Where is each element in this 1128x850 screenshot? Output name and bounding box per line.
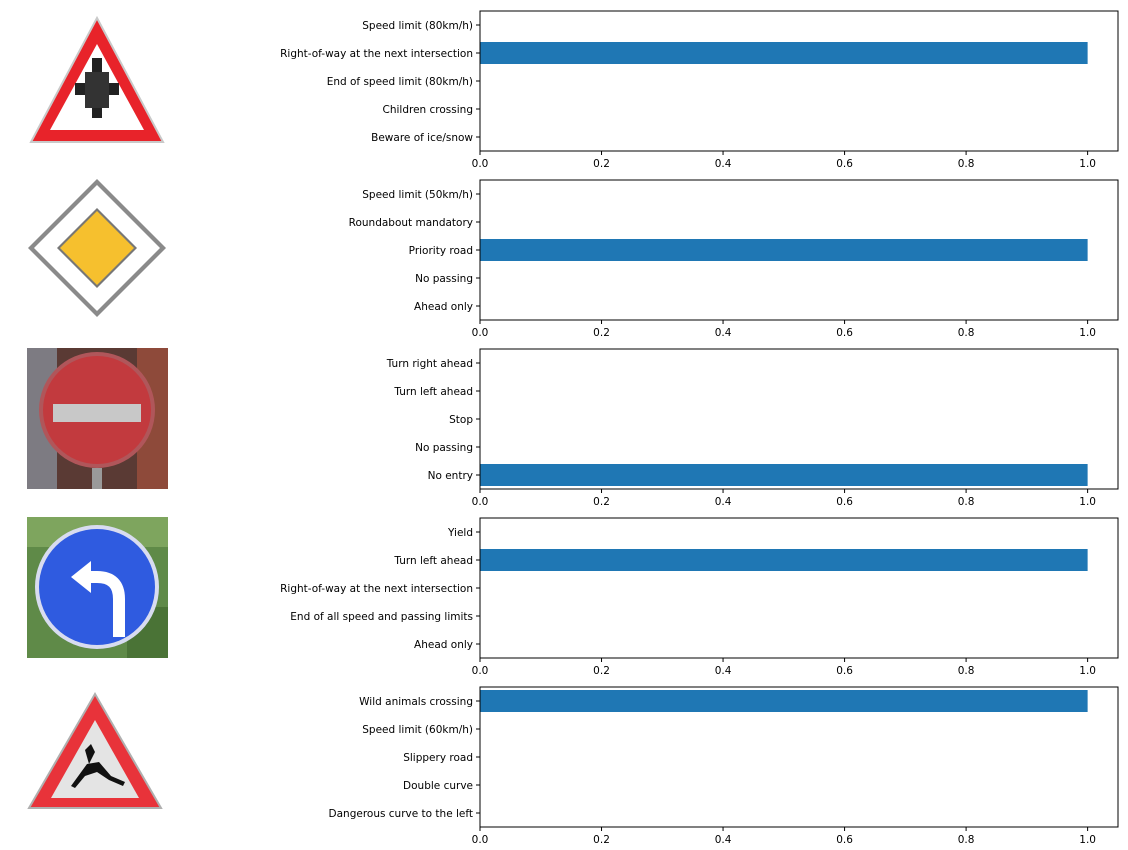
y-tick-label-5: Beware of ice/snow — [371, 132, 473, 144]
x-tick-label-6: 1.0 — [1079, 834, 1096, 845]
y-tick-label-5: Ahead only — [414, 301, 473, 313]
y-tick-label-4: Double curve — [403, 780, 473, 792]
x-tick-label-6: 1.0 — [1079, 327, 1096, 338]
prediction-row-4: Yield Turn left ahead Right-of-way at the … — [0, 507, 1128, 676]
y-tick-label-1: Yield — [447, 527, 473, 539]
y-tick-label-4: End of all speed and passing limits — [290, 611, 473, 623]
prediction-row-2: Speed limit (50km/h) Roundabout mandatory… — [0, 169, 1128, 338]
axes-frame — [479, 179, 1119, 321]
y-tick-label-4: No passing — [415, 273, 473, 285]
y-tick-label-3: Priority road — [409, 245, 473, 257]
turn-left-ahead-sign-icon — [27, 517, 168, 658]
x-tick-label-4: 0.6 — [836, 496, 853, 507]
bar-1 — [480, 690, 1088, 712]
y-tick-label-3: Stop — [449, 414, 473, 426]
bar-chart-1: Speed limit (80km/h) Right-of-way at the … — [280, 10, 1119, 169]
y-tick-label-4: Children crossing — [383, 104, 474, 116]
axes-frame — [479, 348, 1119, 490]
x-tick-label-2: 0.2 — [593, 834, 610, 845]
x-tick-label-1: 0.0 — [472, 327, 489, 338]
x-tick-label-3: 0.4 — [715, 496, 732, 507]
x-tick-label-1: 0.0 — [472, 496, 489, 507]
x-tick-label-4: 0.6 — [836, 327, 853, 338]
x-tick-label-3: 0.4 — [715, 665, 732, 676]
x-tick-label-3: 0.4 — [715, 327, 732, 338]
x-tick-label-2: 0.2 — [593, 158, 610, 169]
prediction-row-1: Speed limit (80km/h) Right-of-way at the … — [0, 0, 1128, 169]
x-tick-label-6: 1.0 — [1079, 158, 1096, 169]
y-tick-label-2: Right-of-way at the next intersection — [280, 48, 473, 60]
x-tick-label-5: 0.8 — [958, 327, 975, 338]
bar-5 — [480, 464, 1088, 486]
axes-frame — [479, 686, 1119, 828]
y-tick-label-3: Right-of-way at the next intersection — [280, 583, 473, 595]
bar-3 — [480, 239, 1088, 261]
bar-chart-4: Yield Turn left ahead Right-of-way at the … — [280, 517, 1119, 676]
x-tick-label-6: 1.0 — [1079, 665, 1096, 676]
axes-frame — [479, 517, 1119, 659]
x-tick-label-4: 0.6 — [836, 665, 853, 676]
wild-animals-crossing-sign-icon — [27, 690, 168, 831]
x-tick-label-4: 0.6 — [836, 834, 853, 845]
priority-road-sign-icon — [27, 177, 168, 318]
prediction-row-5: Wild animals crossing Speed limit (60km/h… — [0, 676, 1128, 845]
x-tick-label-3: 0.4 — [715, 158, 732, 169]
x-tick-label-1: 0.0 — [472, 834, 489, 845]
y-tick-label-4: No passing — [415, 442, 473, 454]
bar-chart-5: Wild animals crossing Speed limit (60km/h… — [329, 686, 1119, 845]
y-tick-label-1: Speed limit (80km/h) — [362, 20, 473, 32]
x-tick-label-6: 1.0 — [1079, 496, 1096, 507]
y-tick-label-2: Turn left ahead — [393, 386, 473, 398]
x-tick-label-1: 0.0 — [472, 158, 489, 169]
y-tick-label-2: Roundabout mandatory — [349, 217, 473, 229]
bar-2 — [480, 42, 1088, 64]
x-tick-label-3: 0.4 — [715, 834, 732, 845]
x-tick-label-5: 0.8 — [958, 496, 975, 507]
y-tick-label-1: Wild animals crossing — [359, 696, 473, 708]
y-tick-label-1: Turn right ahead — [386, 358, 473, 370]
y-tick-label-2: Speed limit (60km/h) — [362, 724, 473, 736]
bar-chart-3: Turn right ahead Turn left ahead Stop No pa… — [386, 348, 1119, 507]
x-tick-label-2: 0.2 — [593, 665, 610, 676]
bar-2 — [480, 549, 1088, 571]
x-tick-label-4: 0.6 — [836, 158, 853, 169]
x-tick-label-5: 0.8 — [958, 834, 975, 845]
x-tick-label-5: 0.8 — [958, 158, 975, 169]
bar-chart-2: Speed limit (50km/h) Roundabout mandatory… — [349, 179, 1119, 338]
x-tick-label-1: 0.0 — [472, 665, 489, 676]
y-tick-label-3: Slippery road — [403, 752, 473, 764]
no-entry-sign-icon — [27, 348, 168, 489]
y-tick-label-1: Speed limit (50km/h) — [362, 189, 473, 201]
x-tick-label-5: 0.8 — [958, 665, 975, 676]
y-tick-label-5: Ahead only — [414, 639, 473, 651]
axes-frame — [479, 10, 1119, 152]
x-tick-label-2: 0.2 — [593, 496, 610, 507]
prediction-row-3: Turn right ahead Turn left ahead Stop No pa… — [0, 338, 1128, 507]
y-tick-label-5: No entry — [428, 470, 473, 482]
x-tick-label-2: 0.2 — [593, 327, 610, 338]
y-tick-label-2: Turn left ahead — [393, 555, 473, 567]
y-tick-label-3: End of speed limit (80km/h) — [327, 76, 473, 88]
right-of-way-sign-icon — [27, 6, 168, 147]
y-tick-label-5: Dangerous curve to the left — [329, 808, 473, 820]
